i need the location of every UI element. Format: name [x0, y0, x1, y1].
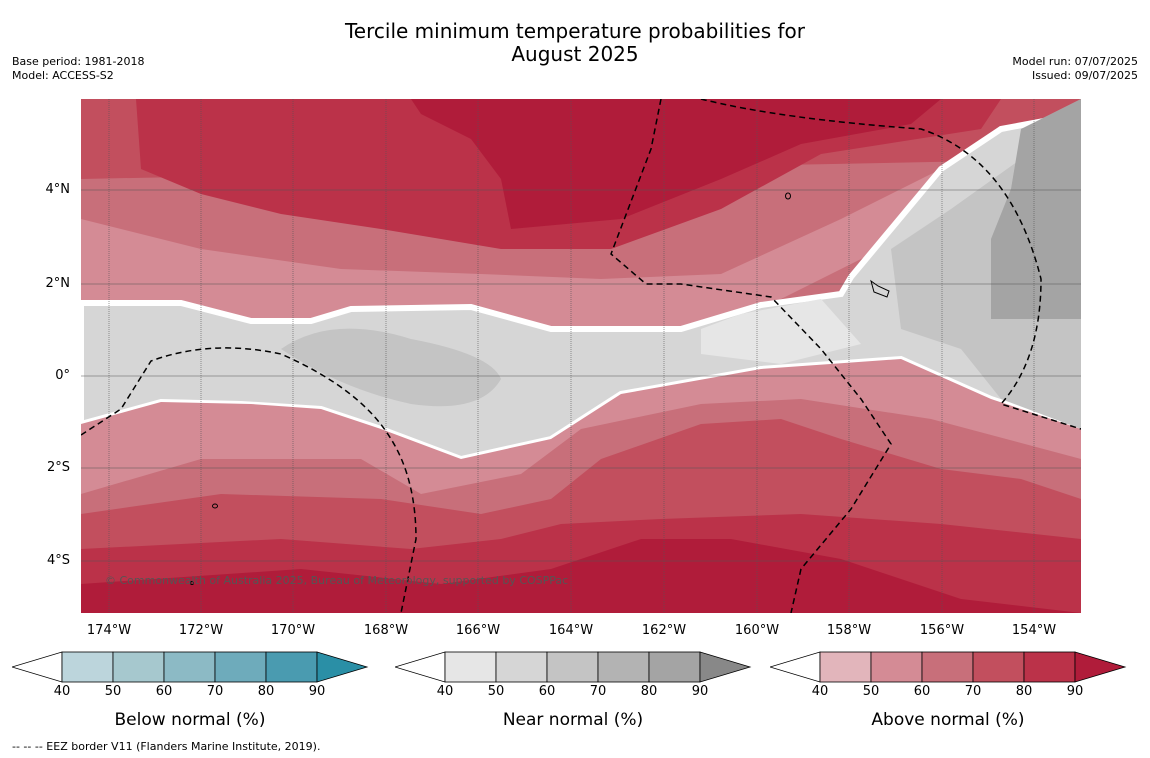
- colorbar-segment: [265, 651, 318, 683]
- footer-eez-note: -- -- -- EEZ border V11 (Flanders Marine…: [12, 740, 321, 753]
- x-tick-168w: 168°W: [363, 623, 409, 638]
- colorbar-tick-label: 90: [1066, 684, 1084, 699]
- colorbar-segment: [444, 651, 497, 683]
- colorbar-segment: [819, 651, 872, 683]
- colorbar-tick-label: 60: [538, 684, 556, 699]
- colorbar-tick-label: 50: [487, 684, 505, 699]
- colorbar-title-below: Below normal (%): [114, 710, 266, 730]
- colorbar-segment: [112, 651, 165, 683]
- colorbar-tick-label: 40: [436, 684, 454, 699]
- colorbar-title-near: Near normal (%): [502, 710, 644, 730]
- y-tick-2n: 2°N: [45, 276, 71, 291]
- colorbar-segment: [61, 651, 114, 683]
- colorbar-segment: [921, 651, 974, 683]
- colorbar-segment: [163, 651, 216, 683]
- colorbar-extend-high: [699, 651, 752, 683]
- meta-right: Model run: 07/07/2025 Issued: 09/07/2025: [1012, 55, 1138, 83]
- colorbar-segment: [648, 651, 701, 683]
- colorbar-segment: [1023, 651, 1076, 683]
- colorbar-tick-label: 90: [308, 684, 326, 699]
- colorbar-tick-label: 40: [53, 684, 71, 699]
- y-tick-0: 0°: [55, 368, 70, 383]
- x-tick-162w: 162°W: [641, 623, 687, 638]
- colorbar-tick-label: 60: [913, 684, 931, 699]
- copyright-text: © Commonwealth of Australia 2025, Bureau…: [105, 574, 568, 587]
- colorbar-tick-label: 70: [589, 684, 607, 699]
- x-tick-158w: 158°W: [826, 623, 872, 638]
- above-normal-50-north: [81, 99, 1081, 329]
- colorbar-extend-low: [395, 651, 446, 683]
- colorbar-title-above: Above normal (%): [871, 710, 1025, 730]
- x-tick-160w: 160°W: [734, 623, 780, 638]
- near-normal-50-center: [701, 299, 861, 364]
- colorbar-tick-label: 80: [257, 684, 275, 699]
- islands: [190, 192, 890, 585]
- colorbar-extend-high: [316, 651, 369, 683]
- y-tick-4n: 4°N: [45, 182, 71, 197]
- colorbar-segment: [546, 651, 599, 683]
- colorbar-extend-low: [12, 651, 63, 683]
- near-normal-80-east: [991, 99, 1081, 319]
- x-tick-154w: 154°W: [1011, 623, 1057, 638]
- colorbar-segment: [870, 651, 923, 683]
- colorbar-above-normal: [770, 651, 1127, 683]
- x-tick-164w: 164°W: [548, 623, 594, 638]
- title-line-2: August 2025: [511, 42, 639, 66]
- base-period-text: Base period: 1981-2018: [12, 55, 145, 68]
- colorbar-below-normal: [12, 651, 369, 683]
- colorbar-tick-label: 50: [104, 684, 122, 699]
- colorbar-segment: [597, 651, 650, 683]
- colorbar-extend-high: [1074, 651, 1127, 683]
- colorbar-tick-label: 80: [640, 684, 658, 699]
- colorbar-tick-label: 60: [155, 684, 173, 699]
- colorbar-extend-low: [770, 651, 821, 683]
- eez-borders: [81, 99, 1081, 613]
- colorbar-tick-label: 80: [1015, 684, 1033, 699]
- colorbar-tick-label: 70: [964, 684, 982, 699]
- colorbar-near-normal: [395, 651, 752, 683]
- model-run-text: Model run: 07/07/2025: [1012, 55, 1138, 68]
- above-normal-90-north: [411, 99, 941, 229]
- model-text: Model: ACCESS-S2: [12, 69, 114, 82]
- meta-left: Base period: 1981-2018 Model: ACCESS-S2: [12, 55, 144, 83]
- colorbar-tick-label: 40: [811, 684, 829, 699]
- colorbar-tick-label: 90: [691, 684, 709, 699]
- colorbar-segment: [214, 651, 267, 683]
- near-normal-60-west: [281, 328, 501, 407]
- grid-lines: [81, 99, 1081, 613]
- issued-text: Issued: 09/07/2025: [1031, 69, 1138, 82]
- title-line-1: Tercile minimum temperature probabilitie…: [344, 19, 806, 43]
- x-tick-156w: 156°W: [919, 623, 965, 638]
- above-normal-90-south: [81, 539, 1081, 613]
- colorbar-segment: [495, 651, 548, 683]
- x-tick-174w: 174°W: [86, 623, 132, 638]
- colorbar-tick-label: 50: [862, 684, 880, 699]
- y-tick-4s: 4°S: [46, 553, 70, 568]
- colorbar-segment: [972, 651, 1025, 683]
- map-title: Tercile minimum temperature probabilitie…: [0, 20, 1150, 66]
- x-tick-166w: 166°W: [455, 623, 501, 638]
- probability-map: © Commonwealth of Australia 2025, Bureau…: [81, 99, 1081, 613]
- y-tick-2s: 2°S: [46, 460, 70, 475]
- colorbar-tick-label: 70: [206, 684, 224, 699]
- x-tick-172w: 172°W: [178, 623, 224, 638]
- x-tick-170w: 170°W: [270, 623, 316, 638]
